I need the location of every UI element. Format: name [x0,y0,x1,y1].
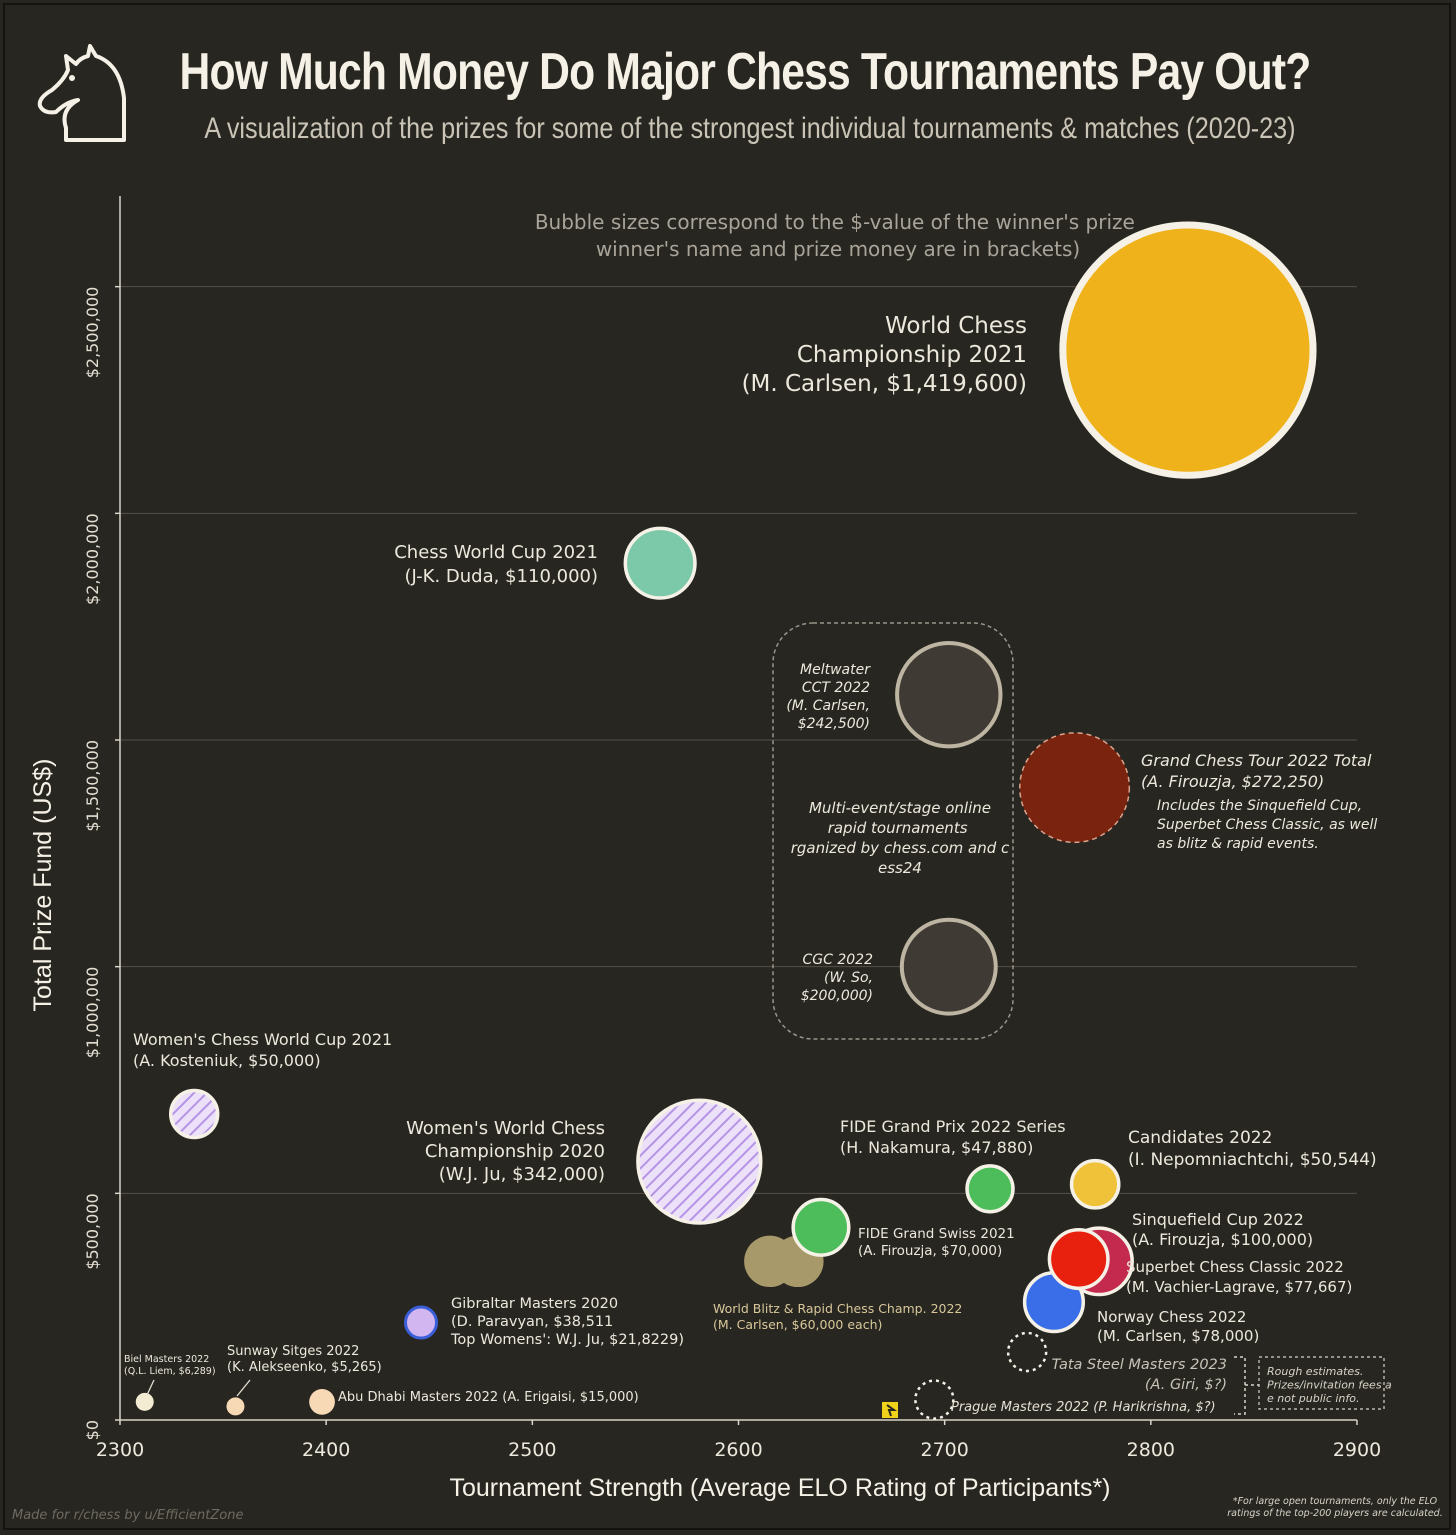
bubble-candidates2022 [1069,1158,1121,1210]
x-axis-label: Tournament Strength (Average ELO Rating … [449,1474,1111,1502]
chart-frame [3,3,1451,1530]
label-wcc2021: World Chess Championship 2021 (M. Carlsen,… [742,313,1027,397]
y-tick-label: $500,000 [83,1193,102,1269]
leader-biel [146,1379,155,1396]
bubble-fidegp2022 [965,1164,1015,1214]
label-prague2022: Prague Masters 2022 (P. Harikrishna, $?) [951,1400,1216,1415]
bubble-biel2022 [135,1392,154,1411]
bubble-wcc2021 [1059,221,1317,479]
x-tick-label: 2900 [1333,1439,1381,1461]
label-sinquefield2022: Sinquefield Cup 2022 (A. Firouzja, $100,0… [1132,1210,1313,1249]
size-note: Bubble sizes correspond to the $-value o… [535,210,1141,261]
label-cgc2022: CGC 2022 (W. So, $200,000) [801,952,873,1004]
y-tick-label: $2,500,000 [83,287,102,379]
label-gibraltar2020: Gibraltar Masters 2020 (D. Paravyan, $38,… [450,1296,684,1348]
note-gct2022: Includes the Sinquefield Cup, Superbet Ch… [1157,798,1377,852]
bubble-cgc2022 [899,917,998,1016]
bubble-gct2022 [1019,732,1131,844]
label-superbet2022: Superbet Chess Classic 2022 (M. Vachier-L… [1126,1258,1352,1296]
arrow-glyph [886,1404,898,1417]
label-candidates2022: Candidates 2022 (I. Nepomniachtchi, $50,5… [1128,1128,1377,1170]
label-biel2022: Biel Masters 2022 (Q.L. Liem, $6,289) [124,1354,216,1377]
label-norway2022: Norway Chess 2022 (M. Carlsen, $78,000) [1097,1308,1259,1345]
bubble-cwc2021 [623,526,697,600]
y-tick-label: $1,500,000 [83,740,102,832]
bubble-gibraltar2020 [403,1305,439,1340]
x-tick-label: 2600 [714,1439,762,1461]
bubble-abudhabi2022 [309,1389,335,1415]
online-events-box [772,622,1014,1040]
label-meltwater: Meltwater CCT 2022 (M. Carlsen, $242,500) [786,662,871,732]
label-wwcc2020: Women's World Chess Championship 2020 (W.J… [406,1118,605,1185]
label-fidegs2021: FIDE Grand Swiss 2021 (A. Firouzja, $70,0… [858,1226,1015,1259]
bubble-superbet2022 [1047,1228,1110,1291]
x-tick-label: 2800 [1127,1439,1175,1461]
label-cwc2021: Chess World Cup 2021 (J-K. Duda, $110,000… [394,542,598,587]
footnote-text: *For large open tournaments, only the EL… [1227,1496,1443,1519]
estimates-box [1258,1356,1385,1410]
estimates-bracket [1234,1356,1246,1415]
label-tatasteel2023: Tata Steel Masters 2023 (A. Giri, $?) [1052,1357,1227,1393]
y-tick-label: $0 [83,1420,102,1440]
chart-title: How Much Money Do Major Chess Tournament… [179,43,1312,101]
x-tick-label: 2500 [508,1439,556,1461]
online-box-note: Multi-event/stage online rapid tournament… [791,799,1010,877]
y-tick-label: $2,000,000 [83,513,102,605]
bubble-sitges2022 [226,1397,245,1416]
x-tick-label: 2300 [96,1439,144,1461]
leader-sitges [236,1379,251,1397]
bubble-wcwc2021 [168,1088,220,1140]
bubble-meltwater [895,640,1003,749]
label-fidegp2022: FIDE Grand Prix 2022 Series (H. Nakamura,… [840,1117,1066,1157]
label-wcwc2021: Women's Chess World Cup 2021 (A. Kosteniu… [133,1030,392,1070]
label-gct2022: Grand Chess Tour 2022 Total (A. Firouzja,… [1141,751,1372,791]
x-tick-label: 2400 [302,1439,350,1461]
y-tick-label: $1,000,000 [83,967,102,1059]
label-wbr2022: World Blitz & Rapid Chess Champ. 2022 (M.… [713,1301,962,1332]
bubble-prague2022 [914,1379,955,1420]
label-sitges2022: Sunway Sitges 2022 (K. Alekseenko, $5,265… [227,1344,382,1375]
chart-subtitle: A visualization of the prizes for some o… [204,112,1296,145]
knight-logo-icon [37,44,126,142]
x-tick-label: 2700 [920,1439,968,1461]
bubble-fidegs2021 [791,1197,851,1257]
credit-text: Made for r/chess by u/EfficientZone [12,1508,244,1523]
bubble-tatasteel2023 [1006,1331,1048,1373]
estimates-note: Rough estimates. Prizes/invitation fees a… [1267,1365,1392,1405]
bubble-wwcc2020 [636,1098,763,1225]
label-abudhabi2022: Abu Dhabi Masters 2022 (A. Erigaisi, $15… [338,1390,639,1405]
